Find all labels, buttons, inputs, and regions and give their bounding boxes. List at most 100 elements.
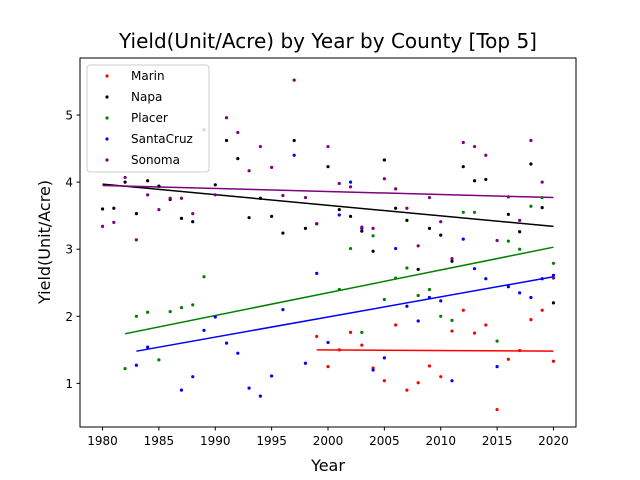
data-point-placer-2019: [540, 195, 544, 200]
data-point-santacruz-2005: [382, 356, 386, 360]
data-point-sonoma-1991: [224, 116, 229, 120]
data-point-placer-1983: [134, 314, 138, 318]
legend-entry-santacruz: SantaCruz: [105, 132, 193, 146]
data-point-sonoma-1982: [123, 175, 127, 180]
data-point-napa-2012: [461, 165, 465, 169]
data-point-placer-2002: [348, 246, 353, 251]
legend-marker-napa: [105, 95, 109, 99]
data-point-sonoma-1983: [134, 238, 138, 242]
data-point-placer-2018: [529, 204, 533, 208]
chart-title: Yield(Unit/Acre) by Year by County [Top …: [118, 29, 537, 53]
data-point-napa-1998: [303, 226, 308, 231]
x-axis-label: Year: [310, 456, 345, 475]
data-point-placer-1988: [191, 303, 195, 307]
plot-area: [79, 57, 577, 428]
x-tick-label-1980: 1980: [87, 434, 118, 448]
data-point-sonoma-1986: [168, 196, 172, 200]
data-point-napa-1990: [213, 183, 217, 187]
data-point-santacruz-2014: [484, 277, 488, 281]
data-point-santacruz-1989: [202, 328, 206, 332]
data-point-sonoma-2010: [439, 220, 443, 224]
data-point-placer-2013: [472, 210, 477, 214]
data-point-marin-2013: [472, 331, 477, 335]
data-point-santacruz-2019: [540, 277, 544, 281]
data-point-sonoma-1998: [303, 195, 308, 200]
data-point-napa-1988: [191, 220, 195, 224]
y-axis: 1 2 3 4 5: [65, 109, 80, 391]
x-tick-label-2000: 2000: [313, 434, 344, 448]
data-point-sonoma-2002: [348, 185, 353, 189]
data-point-placer-2010: [439, 314, 443, 318]
legend-marker-placer: [105, 116, 109, 120]
data-point-napa-2014: [484, 177, 488, 182]
data-point-marin-2012: [461, 308, 465, 312]
data-point-placer-1987: [179, 305, 184, 310]
trend-line-napa: [102, 183, 554, 228]
data-point-napa-2008: [416, 267, 420, 271]
data-point-placer-2007: [405, 266, 409, 270]
data-point-sonoma-2011: [450, 257, 454, 261]
trend-line-santacruz: [136, 275, 554, 352]
data-point-marin-2009: [427, 364, 432, 368]
legend-label-sonoma: Sonoma: [131, 153, 180, 167]
data-point-santacruz-1983: [134, 363, 138, 367]
data-point-napa-2013: [472, 179, 477, 183]
data-point-sonoma-1980: [100, 224, 105, 228]
x-axis: 1980 1985 1990 1995 2000 2005 2010 2015 2020: [87, 427, 569, 448]
data-point-napa-2019: [540, 206, 544, 210]
data-point-santacruz-1997: [292, 153, 296, 157]
data-point-sonoma-2000: [326, 144, 330, 149]
data-point-placer-2012: [461, 210, 465, 214]
data-point-napa-1992: [236, 157, 240, 161]
data-point-placer-2016: [506, 239, 510, 243]
data-point-santacruz-2009: [427, 295, 432, 300]
legend-label-marin: Marin: [131, 69, 165, 83]
y-tick-label-2: 2: [65, 310, 73, 324]
y-axis-label: Yield(Unit/Acre): [35, 180, 54, 305]
data-point-marin-2020: [551, 359, 556, 363]
data-point-marin-2002: [348, 330, 353, 335]
data-point-napa-2004: [371, 249, 375, 253]
data-point-napa-2006: [394, 206, 398, 210]
data-point-santacruz-2011: [450, 379, 454, 383]
legend-entry-placer: Placer: [105, 111, 168, 125]
data-point-sonoma-2020: [551, 276, 556, 280]
legend-label-santacruz: SantaCruz: [131, 132, 193, 146]
data-point-santacruz-2002: [348, 180, 353, 184]
data-point-santacruz-1995: [270, 374, 274, 378]
data-point-napa-1985: [157, 184, 161, 188]
data-point-marin-2007: [405, 388, 409, 392]
data-point-sonoma-1992: [236, 130, 240, 135]
x-tick-label-1985: 1985: [144, 434, 175, 448]
data-point-santacruz-2015: [495, 365, 499, 369]
data-point-marin-1999: [315, 334, 319, 339]
data-point-santacruz-2017: [518, 291, 522, 295]
data-point-sonoma-2001: [337, 181, 341, 186]
legend-marker-sonoma: [105, 158, 109, 162]
data-points: [100, 78, 556, 412]
data-point-marin-2008: [416, 381, 420, 385]
data-point-placer-1985: [157, 358, 161, 362]
data-point-placer-2001: [337, 287, 341, 292]
data-point-napa-1980: [100, 207, 105, 211]
legend-label-placer: Placer: [131, 111, 168, 125]
data-point-santacruz-2010: [439, 299, 443, 303]
legend-entry-marin: Marin: [105, 69, 165, 83]
data-point-placer-1989: [202, 275, 206, 279]
data-point-sonoma-2017: [518, 218, 522, 222]
data-point-napa-1996: [281, 231, 285, 235]
data-point-sonoma-2004: [371, 226, 375, 231]
data-point-napa-2000: [326, 165, 330, 169]
legend: Marin Napa Placer SantaCruz Sonoma: [86, 64, 210, 173]
data-point-santacruz-1991: [224, 341, 229, 345]
data-point-sonoma-1997: [292, 78, 296, 82]
data-point-sonoma-1981: [112, 220, 116, 224]
y-tick-label-4: 4: [65, 176, 73, 190]
data-point-placer-2017: [518, 247, 522, 251]
data-point-napa-2016: [506, 212, 510, 216]
data-point-sonoma-2015: [495, 238, 499, 243]
data-point-placer-2015: [495, 339, 499, 343]
data-point-santacruz-2020: [551, 273, 556, 277]
data-point-marin-2001: [337, 348, 341, 352]
